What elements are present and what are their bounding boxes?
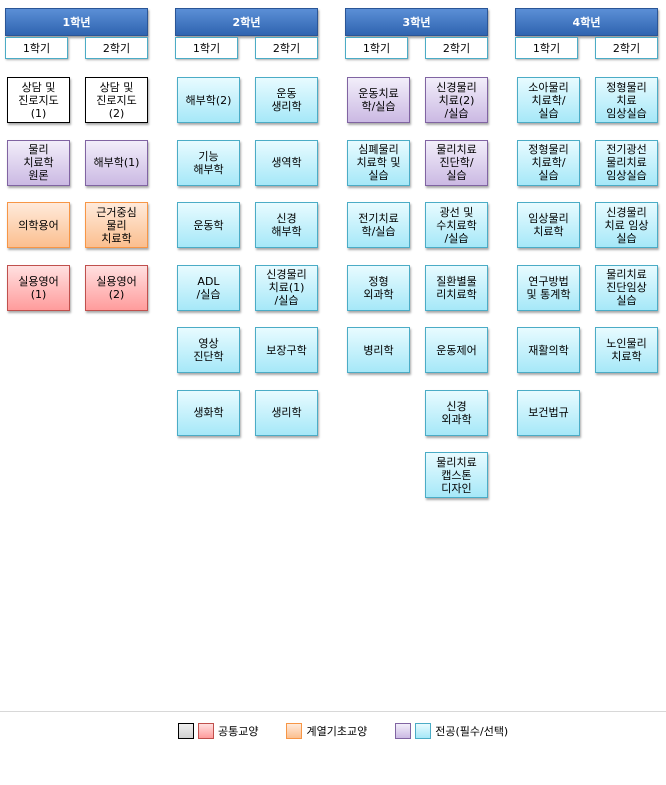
course-box: 운동 생리학 [255, 77, 318, 123]
course-box: 노인물리 치료학 [595, 327, 658, 373]
legend-label-major: 전공(필수/선택) [435, 725, 509, 738]
course-box: 보장구학 [255, 327, 318, 373]
course-box: 전기광선 물리치료 임상실습 [595, 139, 658, 186]
divider [0, 711, 666, 712]
course-box: 질환별물 리치료학 [425, 264, 488, 311]
legend-swatch-required [395, 723, 412, 739]
course-box: 해부학(2) [177, 77, 240, 123]
course-box: 재활의학 [517, 327, 580, 373]
course-box: 생화학 [177, 389, 240, 436]
course-box: 의학용어 [7, 202, 70, 248]
year-header: 3학년 [345, 8, 488, 36]
legend-swatch-major [415, 723, 432, 739]
legend-swatch-basic [178, 723, 194, 739]
course-box: 상담 및 진로지도 (2) [85, 77, 148, 123]
course-box: 운동치료 학/실습 [347, 77, 410, 123]
course-box: 소아물리 치료학/ 실습 [517, 77, 580, 123]
course-box: 기능 해부학 [177, 139, 240, 186]
year-header: 1학년 [5, 8, 148, 36]
course-box: 보건법규 [517, 389, 580, 436]
course-box: 정형물리 치료학/ 실습 [517, 139, 580, 186]
course-box: 근거중심 물리 치료학 [85, 202, 148, 248]
course-box: 물리치료 캡스톤 디자인 [425, 452, 488, 498]
course-box: 병리학 [347, 327, 410, 373]
course-box: 연구방법 및 통계학 [517, 264, 580, 311]
course-box: 심폐물리 치료학 및 실습 [347, 139, 410, 186]
semester-header: 2학기 [255, 37, 318, 59]
course-box: 물리치료 진단임상 실습 [595, 264, 658, 311]
course-box: 상담 및 진로지도 (1) [7, 77, 70, 123]
course-box: 신경물리 치료 임상 실습 [595, 202, 658, 248]
semester-header: 2학기 [85, 37, 148, 59]
course-box: 전기치료 학/실습 [347, 202, 410, 248]
course-box: ADL /실습 [177, 264, 240, 311]
course-box: 실용영어 (1) [7, 264, 70, 311]
course-box: 정형물리 치료 임상실습 [595, 77, 658, 123]
course-box: 해부학(1) [85, 139, 148, 186]
course-box: 물리치료 진단학/ 실습 [425, 139, 488, 186]
semester-header: 1학기 [345, 37, 408, 59]
course-box: 운동제어 [425, 327, 488, 373]
course-box: 임상물리 치료학 [517, 202, 580, 248]
course-box: 신경물리 치료(1) /실습 [255, 264, 318, 311]
course-box: 물리 치료학 원론 [7, 139, 70, 186]
semester-header: 2학기 [595, 37, 658, 59]
course-box: 영상 진단학 [177, 327, 240, 373]
semester-header: 1학기 [515, 37, 578, 59]
legend: 공통교양 계열기초교양 전공(필수/선택) [178, 723, 508, 739]
course-box: 생리학 [255, 389, 318, 436]
semester-header: 1학기 [5, 37, 68, 59]
year-header: 4학년 [515, 8, 658, 36]
course-box: 생역학 [255, 139, 318, 186]
legend-label-foundation: 계열기초교양 [306, 725, 368, 738]
semester-header: 1학기 [175, 37, 238, 59]
legend-swatch-foundation [286, 723, 303, 739]
legend-label-common: 공통교양 [218, 725, 259, 738]
year-header: 2학년 [175, 8, 318, 36]
course-box: 신경 해부학 [255, 202, 318, 248]
legend-swatch-common [198, 723, 214, 739]
course-box: 광선 및 수치료학 /실습 [425, 202, 488, 248]
semester-header: 2학기 [425, 37, 488, 59]
course-box: 신경 외과학 [425, 389, 488, 436]
course-box: 운동학 [177, 202, 240, 248]
course-box: 신경물리 치료(2) /실습 [425, 77, 488, 123]
course-box: 실용영어 (2) [85, 264, 148, 311]
course-box: 정형 외과학 [347, 264, 410, 311]
